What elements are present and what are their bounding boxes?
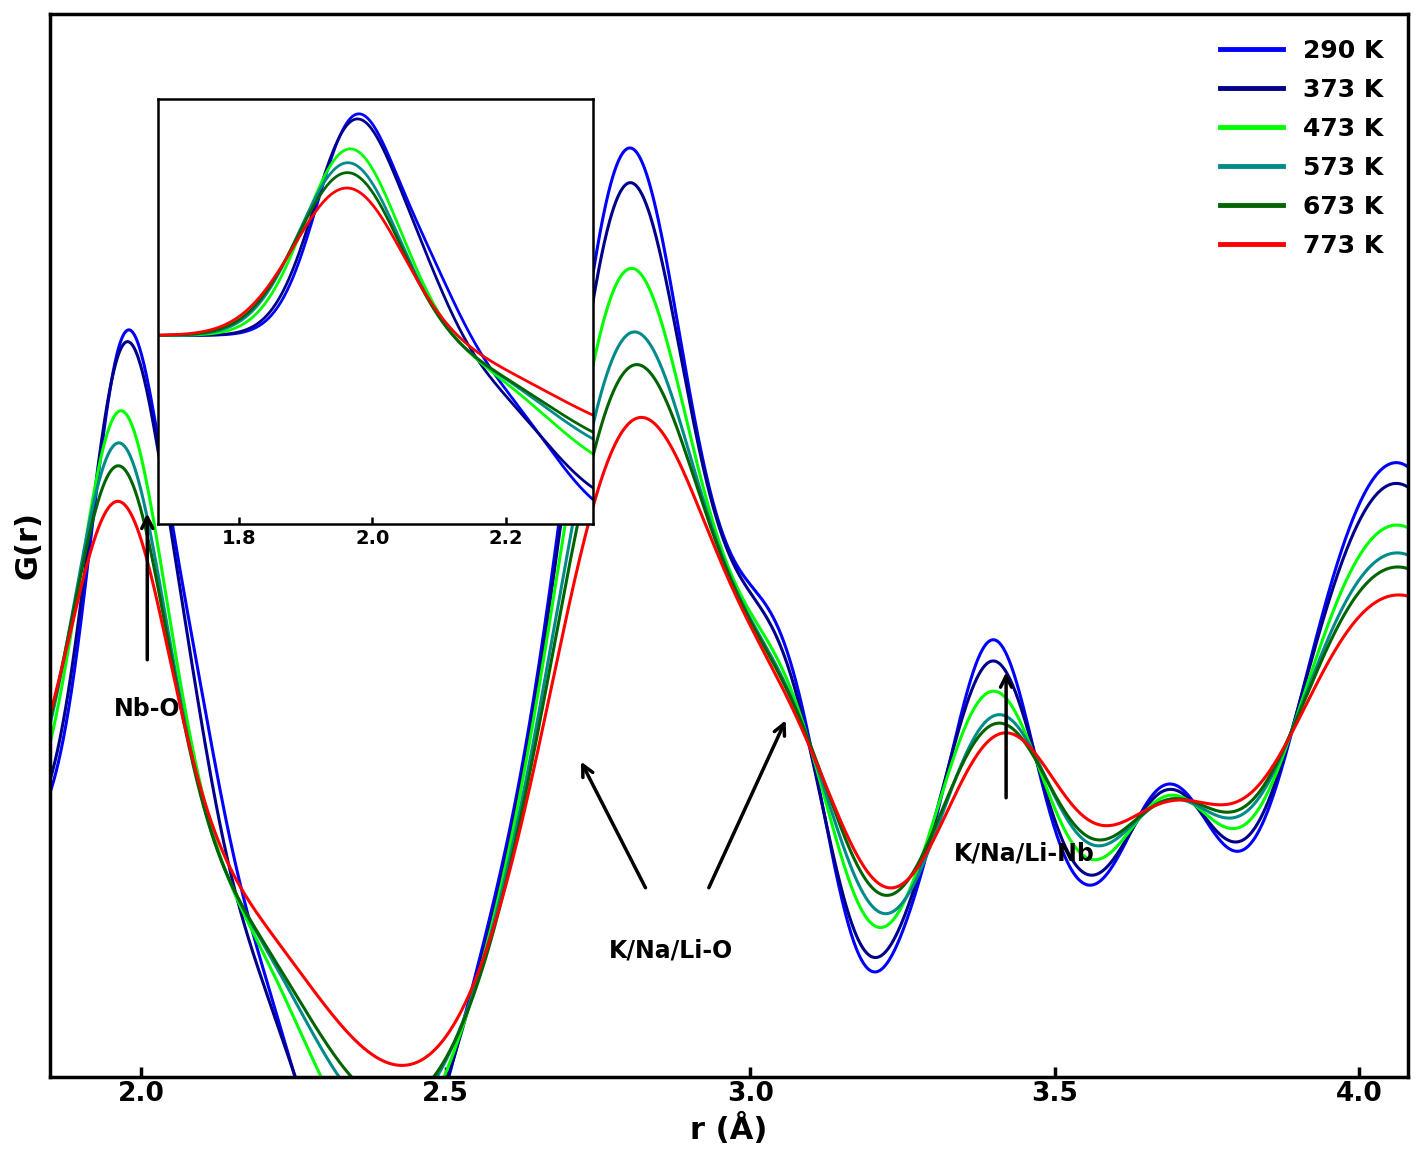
673 K — [111, 459, 128, 473]
373 K — [621, 176, 638, 190]
773 K — [1112, 816, 1129, 830]
290 K — [1112, 845, 1129, 859]
290 K — [702, 490, 720, 504]
Text: Nb-O: Nb-O — [114, 697, 181, 721]
Text: K/Na/Li-Nb: K/Na/Li-Nb — [954, 841, 1095, 866]
290 K — [1361, 476, 1378, 490]
290 K — [667, 305, 684, 319]
373 K — [1361, 496, 1378, 510]
473 K — [1399, 520, 1416, 534]
Line: 373 K: 373 K — [50, 183, 1408, 1159]
773 K — [111, 495, 128, 509]
773 K — [702, 533, 720, 547]
773 K — [633, 410, 650, 424]
373 K — [702, 495, 720, 509]
773 K — [667, 449, 684, 462]
Line: 673 K: 673 K — [50, 365, 1408, 1102]
Line: 573 K: 573 K — [50, 331, 1408, 1117]
573 K — [1361, 560, 1378, 574]
673 K — [1361, 573, 1378, 586]
573 K — [381, 1110, 398, 1124]
290 K — [1399, 460, 1416, 474]
573 K — [41, 719, 58, 732]
473 K — [1361, 534, 1378, 548]
673 K — [702, 523, 720, 537]
473 K — [623, 262, 640, 276]
373 K — [1361, 496, 1378, 510]
Text: K/Na/Li-O: K/Na/Li-O — [609, 939, 734, 962]
473 K — [1361, 534, 1378, 548]
473 K — [375, 1145, 392, 1159]
673 K — [1112, 825, 1129, 839]
673 K — [385, 1095, 402, 1109]
373 K — [667, 322, 684, 336]
373 K — [41, 774, 58, 788]
290 K — [41, 786, 58, 800]
773 K — [1361, 600, 1378, 614]
773 K — [1399, 589, 1416, 603]
773 K — [394, 1058, 411, 1072]
373 K — [1112, 841, 1129, 855]
473 K — [667, 369, 684, 382]
Line: 473 K: 473 K — [50, 269, 1408, 1152]
290 K — [1361, 478, 1378, 491]
573 K — [667, 401, 684, 415]
Legend: 290 K, 373 K, 473 K, 573 K, 673 K, 773 K: 290 K, 373 K, 473 K, 573 K, 673 K, 773 K — [1207, 27, 1395, 270]
Line: 773 K: 773 K — [50, 417, 1408, 1065]
573 K — [626, 325, 643, 338]
573 K — [111, 436, 128, 450]
473 K — [41, 737, 58, 751]
473 K — [1112, 836, 1129, 850]
573 K — [1399, 548, 1416, 562]
373 K — [111, 345, 128, 359]
673 K — [41, 714, 58, 728]
773 K — [41, 708, 58, 722]
290 K — [621, 141, 638, 155]
773 K — [1361, 599, 1378, 613]
573 K — [1361, 560, 1378, 574]
Y-axis label: G(r): G(r) — [14, 511, 43, 580]
673 K — [1361, 574, 1378, 588]
473 K — [702, 511, 720, 525]
Line: 290 K: 290 K — [50, 148, 1408, 1159]
X-axis label: r (Å): r (Å) — [690, 1113, 768, 1145]
673 K — [629, 358, 646, 372]
373 K — [1399, 480, 1416, 494]
473 K — [111, 404, 128, 418]
290 K — [111, 340, 128, 353]
673 K — [667, 417, 684, 431]
573 K — [1112, 829, 1129, 843]
673 K — [1399, 562, 1416, 576]
573 K — [702, 519, 720, 533]
